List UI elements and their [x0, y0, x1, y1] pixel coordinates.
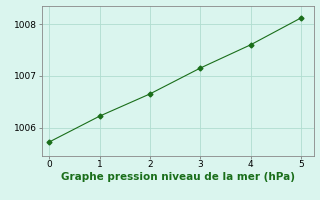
X-axis label: Graphe pression niveau de la mer (hPa): Graphe pression niveau de la mer (hPa)	[60, 172, 295, 182]
